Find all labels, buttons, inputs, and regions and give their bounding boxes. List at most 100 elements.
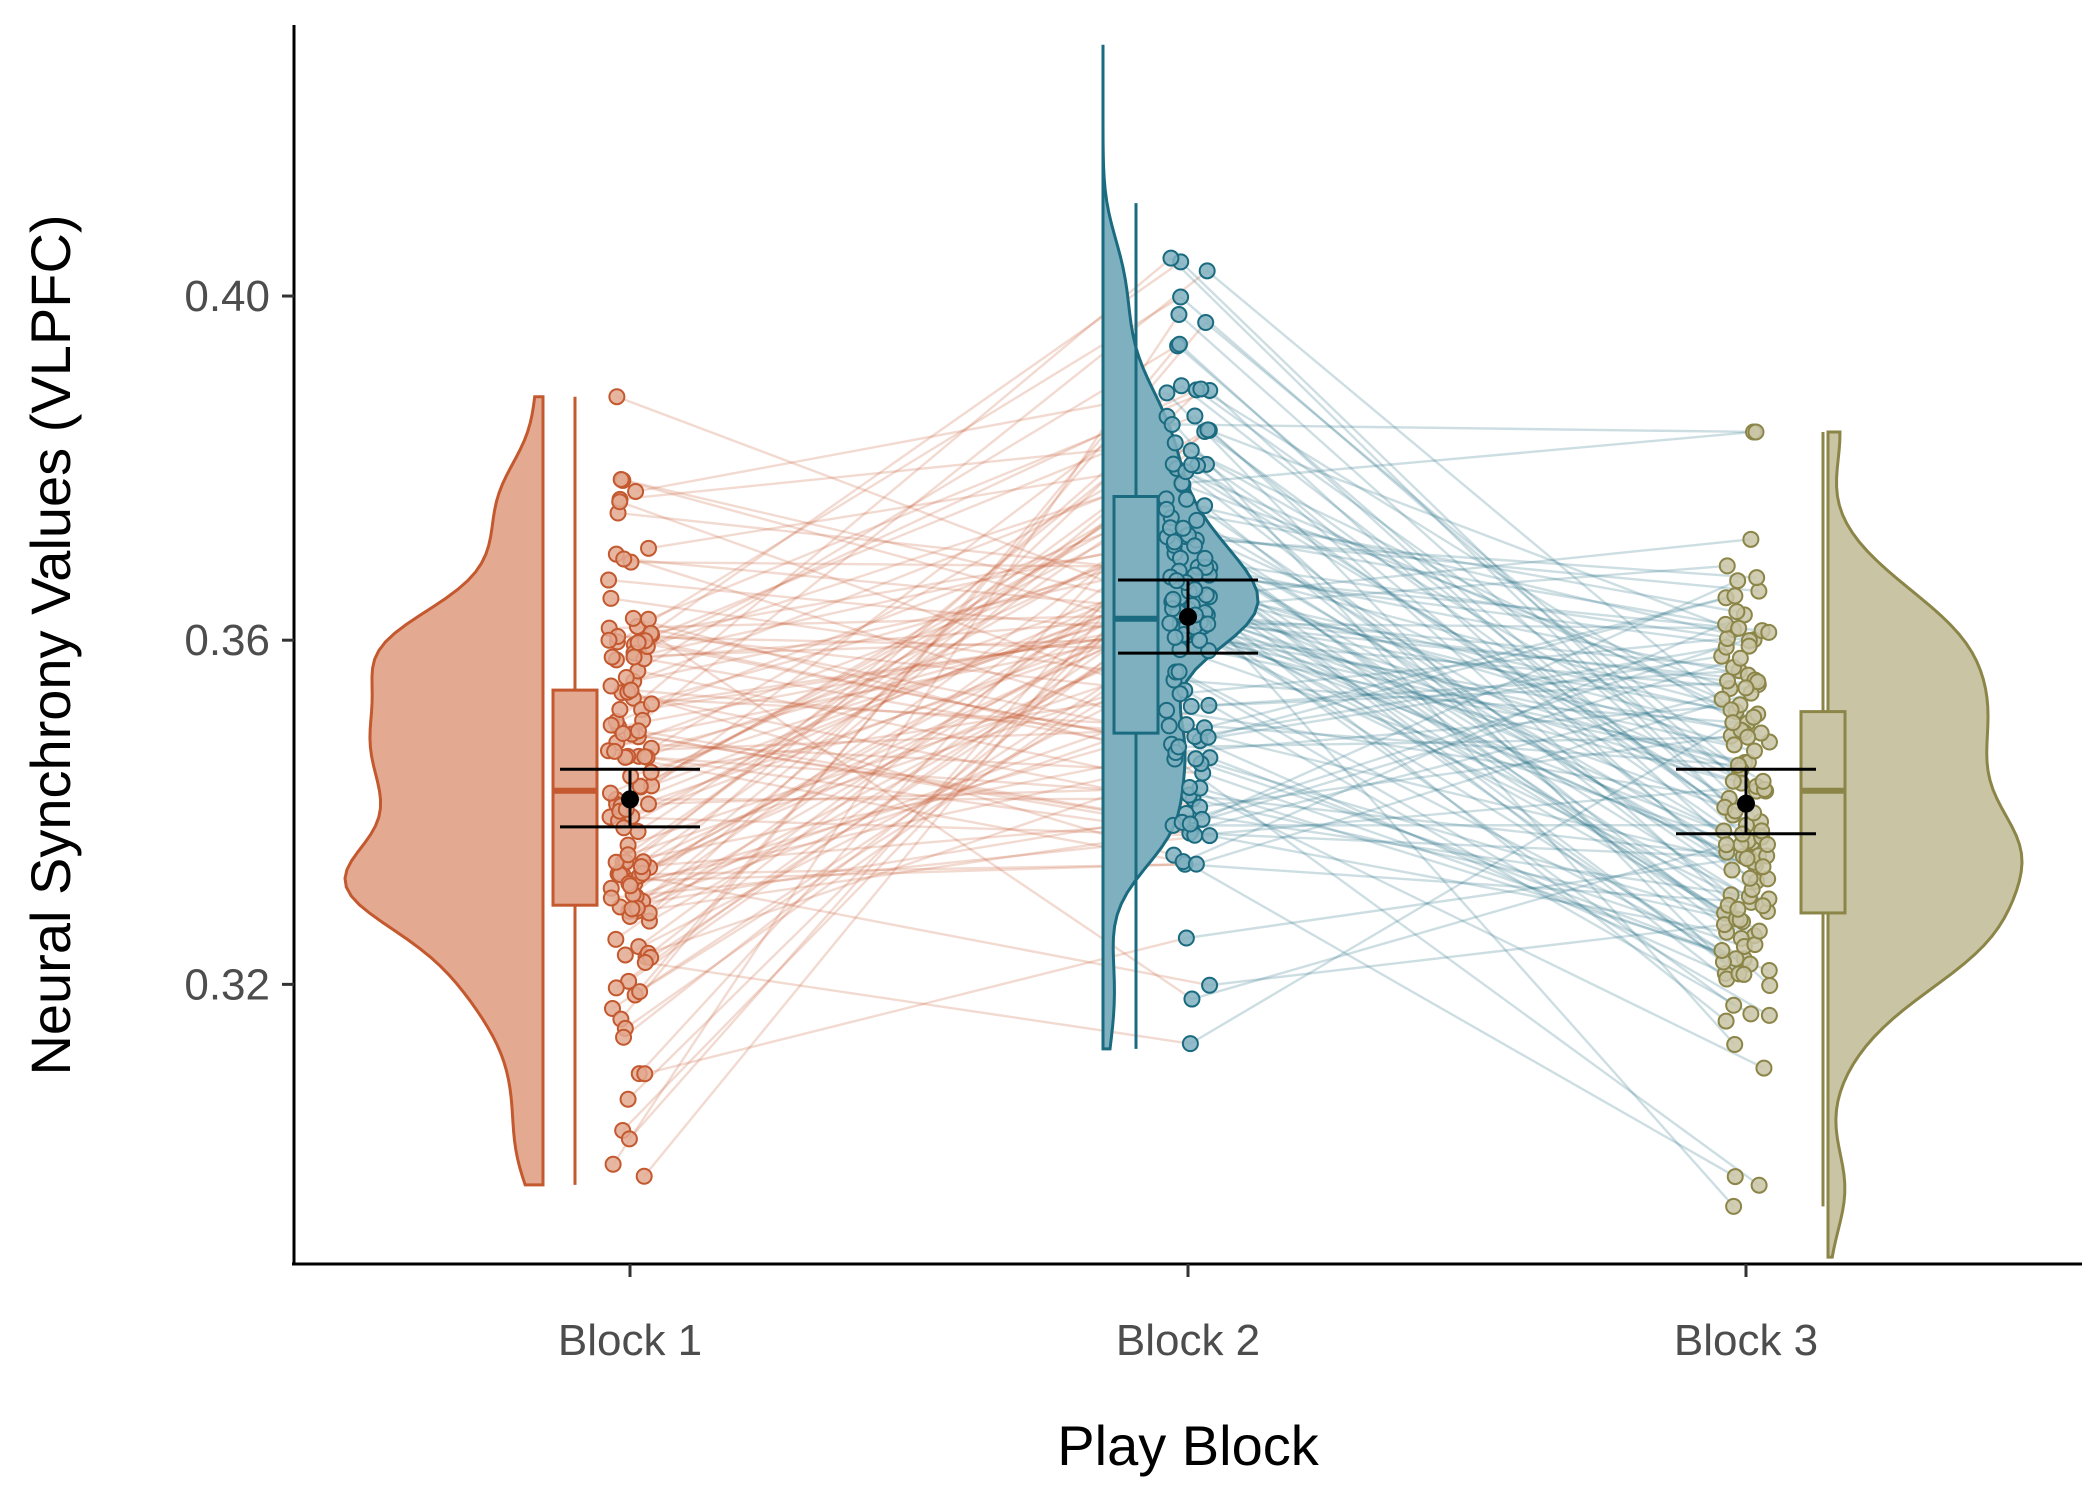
pair-line-b1-b2: [634, 415, 1168, 885]
pair-line-b2-b3: [1170, 576, 1727, 1023]
data-point-block-2: [1160, 717, 1178, 735]
pair-line-b1-b2: [624, 626, 1196, 1030]
data-point-block-3: [1742, 1005, 1760, 1023]
pair-line-b2-b3: [1192, 797, 1743, 923]
data-point-block-1: [642, 695, 660, 713]
pair-line-b2-b3: [1172, 564, 1728, 610]
data-point-block-1: [608, 388, 626, 406]
data-point-block-3: [1725, 1197, 1743, 1215]
data-point-block-3: [1728, 603, 1746, 621]
pair-line-b2-b3: [1204, 557, 1764, 907]
pair-line-b2-b3: [1168, 724, 1756, 867]
pair-line-b2-b3: [1172, 463, 1732, 896]
pair-line-b2-b3: [1173, 544, 1726, 915]
data-point-block-3: [1742, 530, 1760, 548]
pair-line-b1-b2: [631, 604, 1193, 818]
pair-line-b2-b3: [1200, 387, 1771, 744]
pair-line-b2-b3: [1207, 622, 1760, 933]
pair-line-b2-b3: [1186, 854, 1759, 940]
data-point-block-3: [1730, 619, 1748, 637]
pair-line-b2-b3: [1199, 739, 1726, 975]
mean-point-3: [1737, 794, 1755, 813]
pair-line-b1-b2: [648, 786, 1190, 806]
data-point-block-2: [1166, 628, 1184, 646]
pair-line-b2-b3: [1184, 689, 1752, 1015]
pair-line-b2-b3: [1204, 611, 1735, 1208]
pair-line-b1-b2: [635, 391, 1168, 493]
pair-line-b2-b3: [1205, 463, 1768, 857]
data-point-block-1: [616, 946, 634, 964]
pair-line-b2-b3: [1193, 614, 1735, 1007]
pair-line-b1-b2: [620, 862, 1197, 876]
pair-line-b1-b2: [610, 815, 1195, 837]
pair-line-b2-b3: [1194, 588, 1754, 719]
data-point-block-1: [604, 1155, 622, 1173]
pair-line-b2-b3: [1166, 709, 1730, 800]
data-point-block-2: [1181, 815, 1199, 833]
pair-line-b2-b3: [1166, 392, 1725, 963]
raw-points-layer: [599, 249, 1779, 1215]
pair-line-b1-b2: [612, 313, 1180, 1165]
pair-line-b2-b3: [1209, 566, 1749, 677]
pair-line-b1-b2: [633, 467, 1178, 683]
pair-line-b1-b2: [608, 540, 1175, 642]
pair-line-b2-b3: [1209, 595, 1745, 734]
pair-line-b2-b3: [1195, 757, 1741, 921]
pair-line-b2-b3: [1199, 639, 1734, 783]
data-point-block-3: [1741, 869, 1759, 887]
data-point-block-2: [1199, 421, 1217, 439]
pair-line-b2-b3: [1209, 923, 1725, 987]
pair-line-b2-b3: [1208, 574, 1740, 975]
pair-line-b1-b2: [623, 557, 1178, 612]
pair-line-b1-b2: [612, 636, 1176, 659]
pair-line-b1-b2: [628, 757, 1197, 885]
data-point-block-3: [1723, 861, 1741, 879]
data-point-block-3: [1740, 637, 1758, 655]
pair-line-b1-b2: [648, 462, 1174, 550]
boxplots-layer: [551, 203, 1847, 1207]
pair-line-b1-b2: [620, 812, 1187, 909]
pair-line-b1-b2: [608, 535, 1186, 752]
data-point-block-3: [1724, 772, 1742, 790]
pair-line-b2-b3: [1178, 735, 1748, 749]
data-point-block-2: [1199, 615, 1217, 633]
pair-line-b2-b3: [1194, 785, 1757, 837]
pair-line-b1-b2: [633, 617, 1176, 761]
pair-line-b1-b2: [638, 755, 1191, 835]
data-point-block-2: [1170, 335, 1188, 353]
data-point-block-1: [622, 681, 640, 699]
data-point-block-1: [615, 1028, 633, 1046]
data-point-block-1: [614, 725, 632, 743]
data-point-block-3: [1719, 672, 1737, 690]
pair-line-b2-b3: [1173, 854, 1736, 1178]
paired-lines-layer: [608, 257, 1771, 1208]
pair-line-b2-b3: [1186, 624, 1755, 753]
pair-line-b1-b2: [632, 863, 1186, 883]
pair-line-b2-b3: [1184, 863, 1752, 904]
pair-line-b1-b2: [633, 696, 1170, 728]
pair-line-b2-b3: [1176, 467, 1723, 701]
pair-line-b1-b2: [622, 588, 1196, 1039]
pair-line-b2-b3: [1205, 566, 1759, 716]
data-point-block-2: [1177, 929, 1195, 947]
data-point-block-2: [1198, 262, 1216, 280]
data-point-block-3: [1747, 423, 1765, 441]
pair-line-b2-b3: [1180, 384, 1769, 846]
pair-line-b2-b3: [1179, 637, 1728, 695]
data-point-block-2: [1163, 415, 1181, 433]
pair-line-b1-b2: [620, 478, 1173, 610]
pair-line-b2-b3: [1178, 313, 1737, 812]
data-point-block-2: [1172, 288, 1190, 306]
data-point-block-3: [1735, 965, 1753, 983]
data-point-block-3: [1745, 708, 1763, 726]
pair-line-b1-b2: [639, 498, 1188, 788]
data-point-block-3: [1729, 900, 1747, 918]
pair-line-b2-b3: [1189, 786, 1765, 1070]
pair-line-b2-b3: [1203, 504, 1756, 946]
pair-line-b1-b2: [622, 732, 1191, 826]
pair-line-b2-b3: [1173, 678, 1748, 725]
data-point-block-1: [619, 1090, 637, 1108]
pair-line-b1-b2: [619, 384, 1183, 813]
pair-line-b1-b2: [646, 756, 1190, 797]
pair-line-b1-b2: [636, 828, 1192, 913]
